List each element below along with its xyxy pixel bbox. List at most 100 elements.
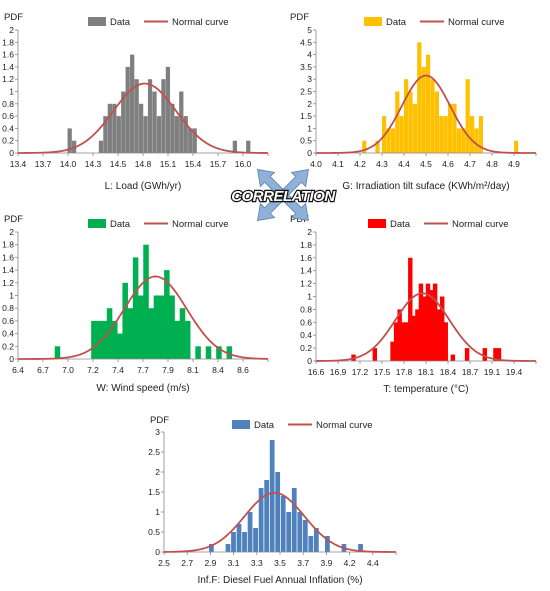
histogram-bar [188, 128, 193, 153]
histogram-bar [116, 116, 121, 153]
histogram-bar [422, 296, 427, 361]
y-tick-label: 5 [307, 25, 312, 35]
histogram-bar [302, 520, 308, 552]
x-tick-label: 17.2 [352, 367, 369, 377]
histogram-bar [158, 295, 165, 359]
histogram-bar [372, 348, 378, 361]
histogram-bar [408, 257, 413, 361]
legend-data-swatch [364, 17, 382, 26]
y-tick-label: 0 [155, 547, 160, 557]
histogram-bar [280, 496, 286, 552]
x-tick-label: 13.4 [10, 159, 27, 169]
histogram-bar [231, 532, 236, 552]
histogram-bar [247, 512, 253, 552]
y-tick-label: 0 [9, 148, 14, 158]
correlation-arrow [257, 169, 287, 199]
y-tick-label: 1.5 [300, 111, 312, 121]
histogram-bar [117, 333, 123, 359]
normal-curve [315, 292, 536, 362]
histogram-bar [291, 488, 297, 552]
y-tick-label: 1.5 [148, 487, 160, 497]
histogram-bar [174, 320, 181, 359]
histogram-bar [417, 42, 422, 153]
normal-curve [163, 491, 397, 553]
histogram-bar [482, 348, 488, 361]
x-tick-label: 15.4 [185, 159, 202, 169]
histogram-bar [358, 544, 363, 552]
histogram-bar [432, 283, 438, 361]
histogram-bar [107, 103, 112, 153]
histogram-bar [443, 322, 448, 361]
histogram-bar [127, 308, 134, 359]
y-tick-label: 0 [9, 354, 14, 364]
chart-legend: Data Normal curve [232, 420, 373, 431]
y-tick-label: 1.6 [2, 252, 14, 262]
y-tick-label: 0.5 [148, 527, 160, 537]
histogram-bar [192, 128, 197, 153]
histogram-bar [130, 54, 135, 153]
x-tick-label: 18.1 [418, 367, 435, 377]
histogram-bar [153, 295, 160, 359]
y-tick-label: 1.6 [2, 50, 14, 60]
histogram-bar [134, 79, 139, 153]
histogram-bar [474, 128, 479, 153]
histogram-bar [143, 116, 148, 153]
histogram-bar [242, 532, 247, 552]
histogram-bar [400, 322, 406, 361]
histogram-bar [132, 257, 139, 359]
histogram-bar [174, 116, 179, 153]
histogram-bar [390, 128, 395, 153]
legend-curve-label: Normal curve [452, 219, 509, 230]
x-tick-label: 7.0 [62, 365, 74, 375]
correlation-graphic: CORRELATION [230, 169, 338, 221]
x-tick-label: 7.7 [137, 365, 149, 375]
x-tick-label: 4.5 [420, 159, 432, 169]
y-tick-label: 0 [307, 356, 312, 366]
x-tick-label: 7.2 [87, 365, 99, 375]
y-axis-label: PDF [290, 214, 309, 225]
legend-data-swatch [88, 219, 106, 228]
x-tick-label: 2.7 [181, 558, 193, 568]
legend-data-swatch [88, 17, 106, 26]
y-tick-label: 1.8 [300, 240, 312, 250]
chart-inflation: PDF 0 0.5 1 1.5 2 2.5 3 2.5 2.7 2.9 3.1 3.3 3.5 3.7 3.9… [148, 415, 397, 586]
histogram-bar [216, 346, 222, 359]
histogram-bar [179, 91, 184, 153]
histogram-bar [122, 282, 128, 359]
legend-curve-label: Normal curve [448, 17, 505, 28]
y-tick-label: 1 [155, 507, 160, 517]
histogram-bar [112, 103, 117, 153]
histogram-bar [195, 346, 201, 359]
x-tick-label: 16.6 [308, 367, 325, 377]
x-tick-label: 16.9 [330, 367, 347, 377]
histogram-bar [452, 103, 457, 153]
histogram-bar [418, 283, 424, 361]
histogram-bar [138, 103, 144, 153]
y-tick-label: 0.4 [2, 329, 14, 339]
y-tick-label: 2 [9, 227, 14, 237]
histogram-bar [386, 128, 391, 153]
y-tick-label: 3 [155, 427, 160, 437]
x-axis-label: T: temperature (°C) [383, 384, 468, 395]
histogram-bar [308, 536, 314, 552]
histogram-bar [404, 322, 409, 361]
correlation-arrows-icon [257, 169, 309, 221]
histogram-bar [390, 341, 395, 361]
y-tick-label: 1.6 [300, 253, 312, 263]
histogram-bar [106, 308, 113, 359]
histogram-bar [514, 140, 519, 153]
y-tick-label: 0.5 [300, 136, 312, 146]
y-axis-label: PDF [4, 214, 23, 225]
histogram-bar [415, 309, 420, 361]
y-tick-label: 1.4 [300, 266, 312, 276]
x-tick-label: 13.7 [35, 159, 52, 169]
chart-legend: Data Normal curve [364, 17, 505, 28]
y-tick-label: 1 [9, 291, 14, 301]
histogram-bar [169, 295, 175, 359]
y-tick-label: 0.2 [300, 343, 312, 353]
histogram-bar [67, 128, 72, 153]
y-tick-label: 0.8 [300, 304, 312, 314]
histogram-bar [264, 480, 270, 552]
x-tick-label: 15.7 [210, 159, 227, 169]
legend-curve-label: Normal curve [172, 219, 229, 230]
